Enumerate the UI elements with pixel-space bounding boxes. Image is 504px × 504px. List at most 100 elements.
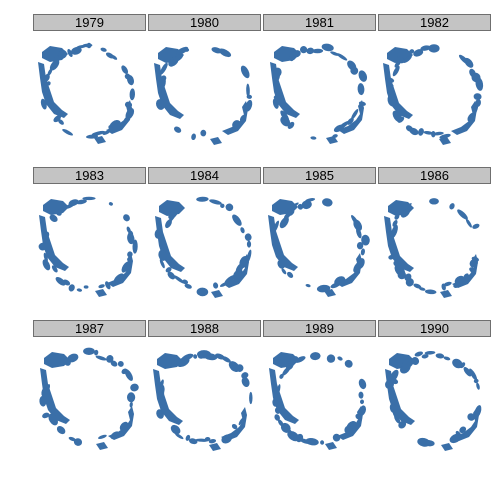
ice-fragment (413, 283, 422, 289)
ice-fragment (394, 214, 400, 220)
ice-fragment (414, 351, 424, 357)
ice-fragment (472, 223, 480, 229)
ice-fragment (246, 240, 252, 248)
ice-fragment (285, 362, 294, 371)
ice-fragment (277, 259, 285, 269)
ice-fragment (155, 99, 165, 110)
ice-fragment (330, 282, 341, 289)
ice-fragment (221, 356, 231, 363)
ice-fragment (358, 70, 368, 82)
ice-fragment (393, 260, 399, 267)
ice-fragment (424, 289, 437, 295)
facet-panel: 1980 (148, 14, 261, 162)
ice-region (95, 289, 107, 297)
ice-region (384, 216, 414, 272)
ice-region (94, 136, 106, 144)
ice-fragment (200, 129, 207, 137)
ice-fragment (441, 283, 446, 291)
ice-fragment (105, 281, 111, 290)
ice-fragment (91, 130, 106, 136)
ice-fragment (358, 378, 367, 390)
ice-fragment (113, 273, 124, 283)
ice-region (274, 46, 300, 62)
ice-fragment (173, 275, 185, 284)
ice-fragment (310, 136, 317, 140)
ice-fragment (124, 369, 133, 381)
ice-region (269, 368, 299, 424)
ice-fragment (475, 99, 481, 107)
ice-fragment (159, 379, 164, 389)
ice-fragment (68, 199, 79, 207)
ice-fragment (67, 353, 79, 363)
ice-fragment (170, 424, 181, 435)
ice-fragment (330, 51, 339, 56)
ice-fragment (358, 101, 366, 106)
ice-region (223, 254, 249, 288)
ice-fragment (421, 354, 429, 359)
ice-fragment (321, 43, 334, 52)
ice-region (452, 254, 478, 288)
ice-fragment (213, 282, 219, 289)
ice-fragment (195, 438, 209, 442)
facet-strip-label: 1986 (378, 167, 491, 184)
ice-fragment (474, 405, 482, 418)
ice-fragment (82, 196, 96, 201)
ice-fragment (392, 110, 403, 123)
ice-fragment (424, 350, 436, 355)
ice-fragment (129, 401, 133, 408)
ice-fragment (58, 49, 67, 59)
facet-panel: 1981 (263, 14, 376, 162)
ice-fragment (272, 220, 280, 233)
ice-fragment (293, 50, 301, 58)
ice-fragment (98, 284, 105, 289)
ice-fragment (245, 99, 253, 112)
ice-fragment (358, 391, 364, 399)
ice-region (453, 407, 479, 441)
ice-region (39, 215, 69, 271)
ice-map (148, 187, 261, 315)
ice-fragment (241, 372, 249, 379)
ice-fragment (154, 228, 163, 239)
ice-fragment (449, 433, 462, 444)
ice-fragment (39, 395, 47, 407)
ice-fragment (225, 128, 232, 134)
ice-fragment (355, 416, 363, 427)
ice-fragment (196, 196, 209, 202)
ice-fragment (277, 419, 284, 427)
ice-fragment (167, 271, 176, 280)
ice-fragment (246, 94, 252, 99)
ice-fragment (42, 238, 46, 246)
ice-region (441, 443, 453, 451)
ice-fragment (443, 281, 452, 287)
ice-fragment (387, 93, 397, 107)
ice-fragment (42, 84, 48, 91)
ice-fragment (400, 208, 410, 218)
ice-fragment (67, 49, 73, 57)
ice-fragment (347, 117, 354, 125)
ice-fragment (181, 353, 194, 361)
facet-panel: 1988 (148, 320, 261, 468)
ice-fragment (281, 268, 287, 275)
ice-region (43, 199, 69, 215)
ice-map (378, 34, 491, 162)
facet-strip-label: 1983 (33, 167, 146, 184)
ice-fragment (320, 440, 325, 445)
ice-fragment (404, 273, 412, 281)
facet-panel: 1983 (33, 167, 146, 315)
ice-fragment (43, 252, 48, 263)
ice-fragment (46, 81, 51, 86)
ice-fragment (185, 434, 191, 441)
ice-fragment (129, 88, 136, 101)
ice-fragment (203, 353, 218, 361)
ice-map (263, 187, 376, 315)
ice-fragment (56, 426, 66, 435)
ice-fragment (428, 44, 440, 53)
ice-fragment (359, 405, 366, 416)
ice-region (451, 101, 477, 135)
ice-fragment (241, 376, 250, 388)
ice-fragment (316, 284, 331, 293)
ice-fragment (53, 115, 61, 123)
ice-fragment (218, 48, 232, 58)
ice-fragment (413, 49, 424, 57)
ice-fragment (108, 125, 115, 134)
